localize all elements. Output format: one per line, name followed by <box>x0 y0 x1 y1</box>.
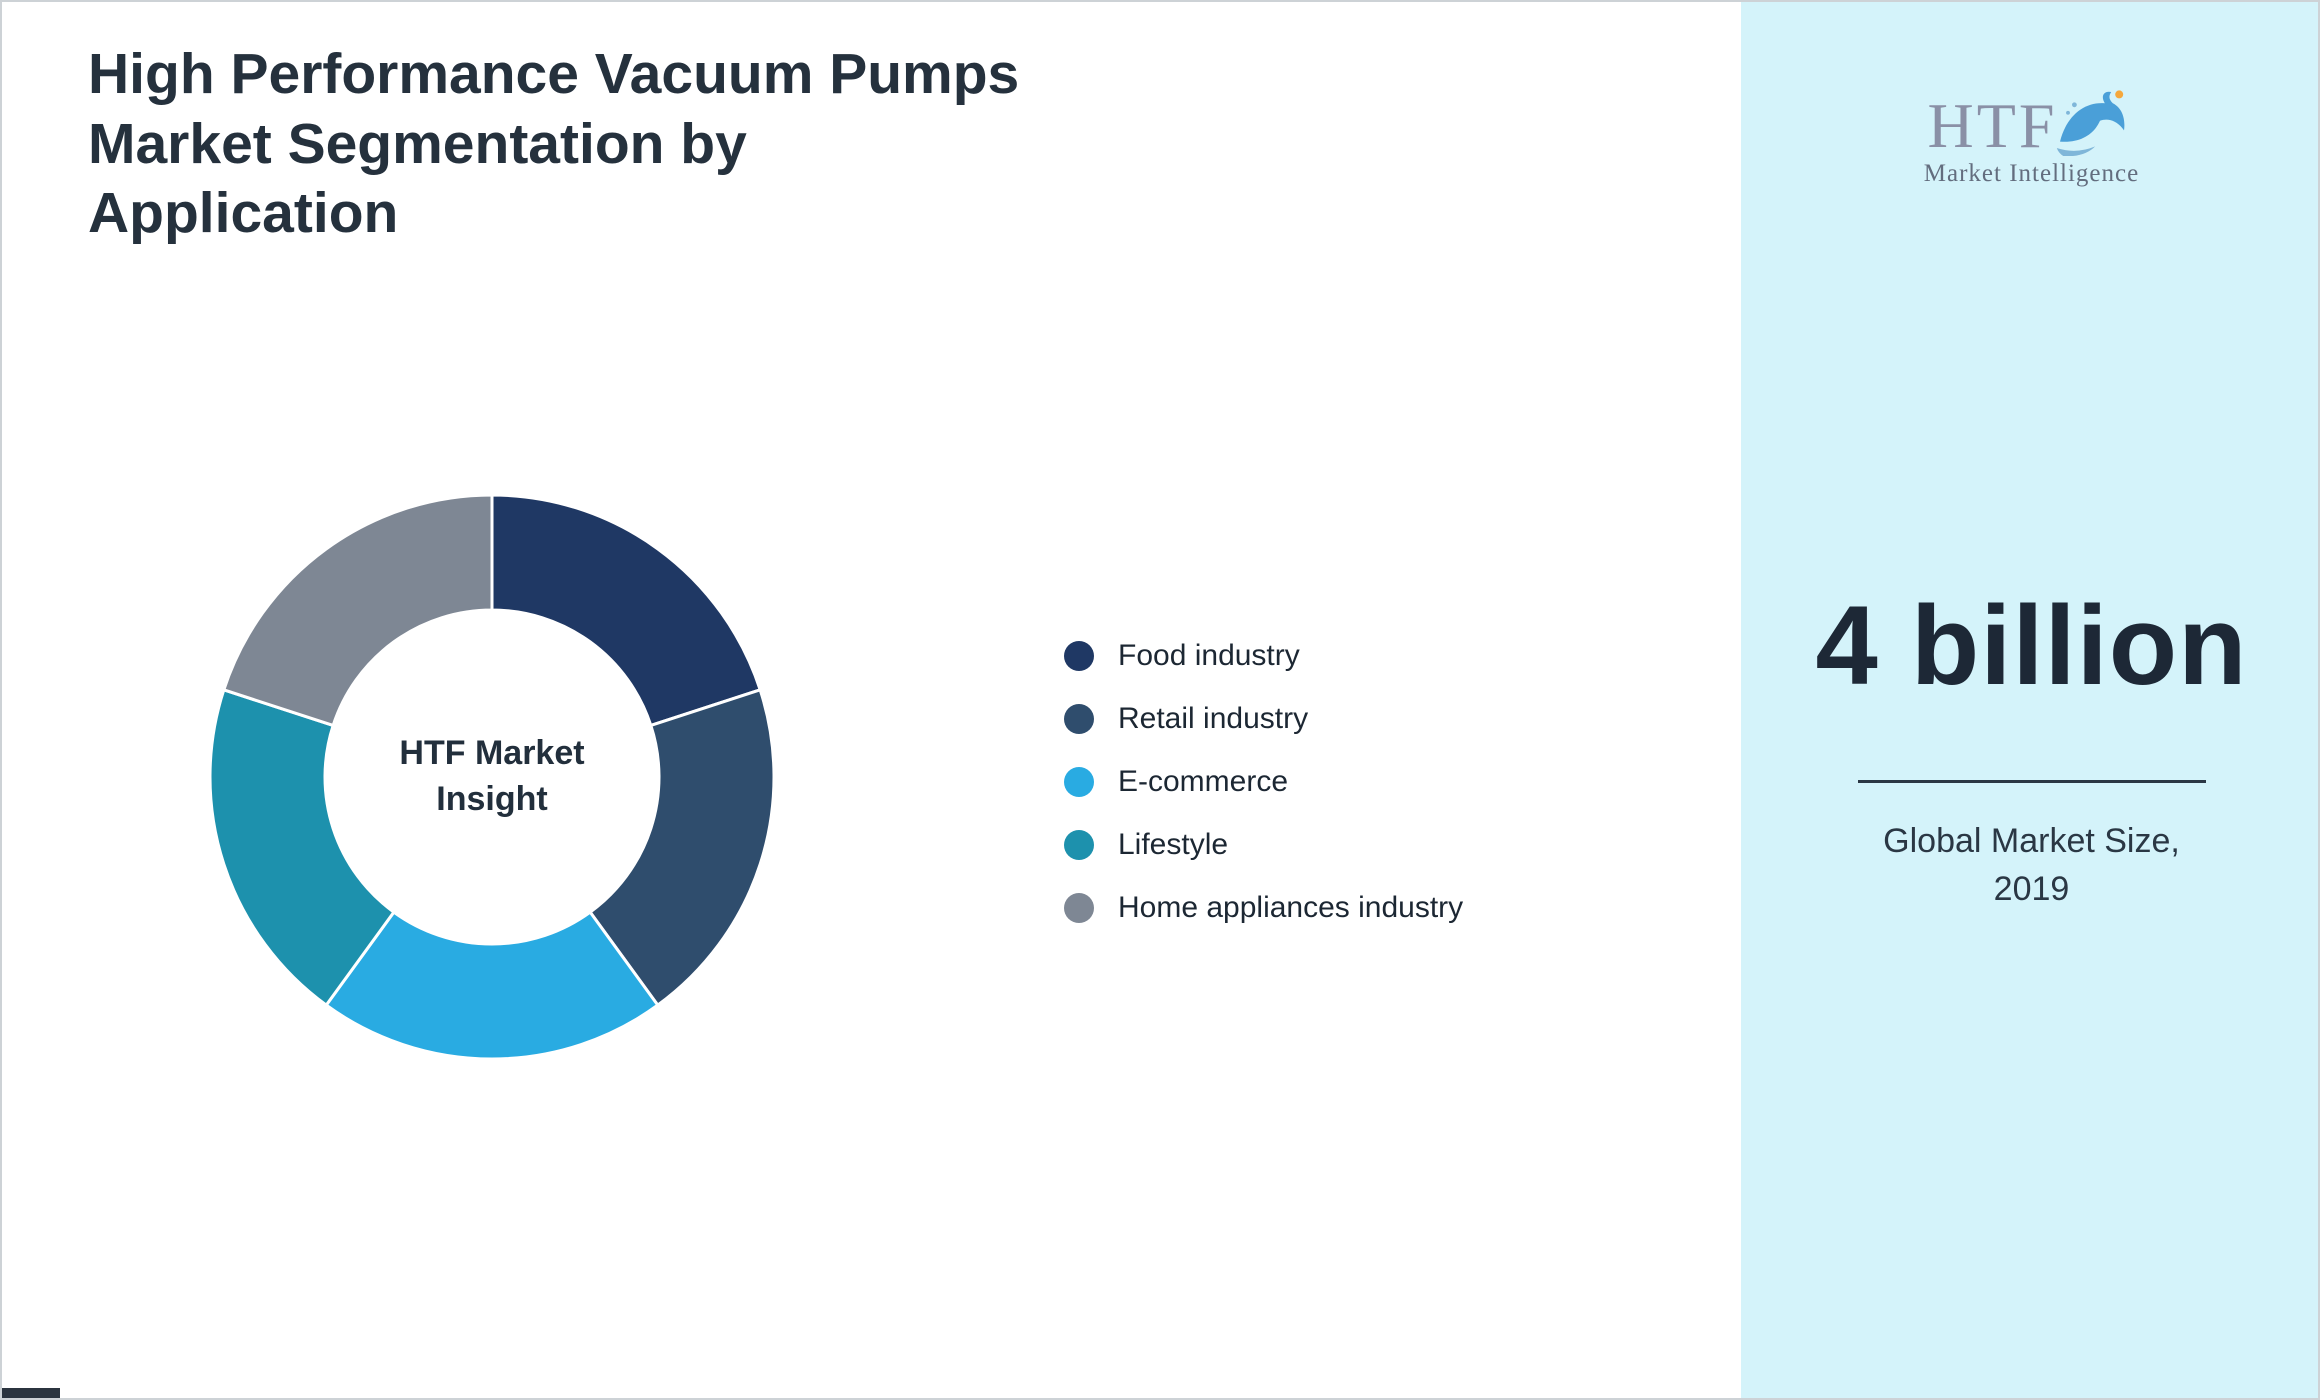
legend-dot <box>1064 704 1094 734</box>
legend-label: E-commerce <box>1118 765 1289 798</box>
legend-label: Retail industry <box>1118 702 1309 735</box>
legend-item: Lifestyle <box>1064 827 1463 863</box>
footer-accent-strip <box>2 1388 60 1398</box>
htf-logo: HTF Market Intelligence <box>1741 84 2318 188</box>
donut-chart: HTF Market Insight <box>207 492 777 1062</box>
market-size-block: 4 billion Global Market Size, 2019 <box>1741 583 2318 914</box>
dolphin-icon <box>2057 90 2125 156</box>
htf-logo-text: HTF <box>1927 90 2058 161</box>
legend-label: Home appliances industry <box>1118 891 1464 924</box>
page-title: High Performance Vacuum Pumps Market Seg… <box>88 42 1020 246</box>
donut-segment-home-appliances-industry <box>222 493 494 727</box>
legend-item: Home appliances industry <box>1064 890 1463 926</box>
donut-segment-retail-industry <box>588 688 776 1007</box>
market-size-divider <box>1857 780 2206 783</box>
market-size-caption: Global Market Size, 2019 <box>1883 822 2180 909</box>
legend-dot <box>1064 641 1094 671</box>
legend-dot <box>1064 830 1094 860</box>
legend-label: Food industry <box>1118 639 1300 672</box>
htf-logo-row: HTF <box>1928 84 2136 158</box>
legend-item: Food industry <box>1064 638 1463 674</box>
donut-segment-lifestyle <box>208 688 396 1007</box>
legend: Food industry Retail industry E-commerce Li… <box>1064 638 1463 926</box>
market-size-panel: HTF Market Intelligence 4 billion Global… <box>1741 2 2318 1398</box>
donut-segment-e-commerce <box>324 910 660 1061</box>
donut-chart-svg <box>208 493 776 1061</box>
legend-dot <box>1064 767 1094 797</box>
legend-dot <box>1064 893 1094 923</box>
legend-label: Lifestyle <box>1118 828 1229 861</box>
legend-item: Retail industry <box>1064 701 1463 737</box>
market-size-value: 4 billion <box>1815 583 2248 708</box>
donut-segment-food-industry <box>490 493 762 727</box>
legend-item: E-commerce <box>1064 764 1463 800</box>
htf-logo-subtext: Market Intelligence <box>1923 160 2140 187</box>
